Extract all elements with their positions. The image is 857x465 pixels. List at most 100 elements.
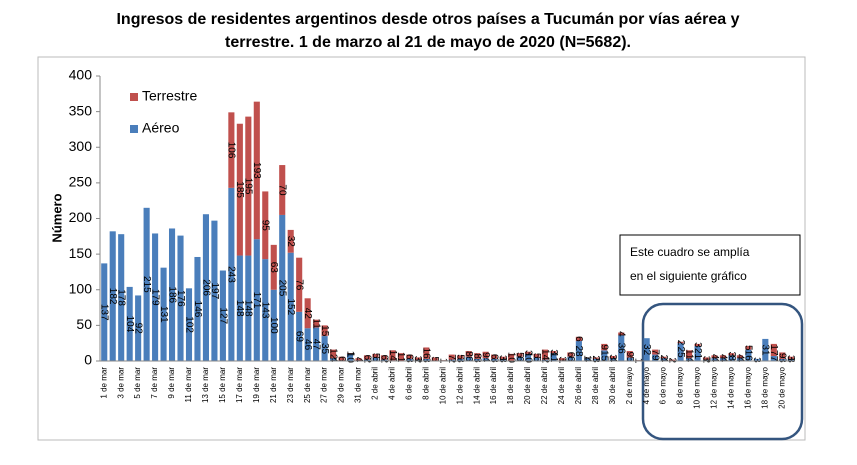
data-label: 4 bbox=[582, 357, 593, 363]
bar-segment bbox=[745, 346, 752, 350]
chart-title: Ingresos de residentes argentinos desde … bbox=[116, 11, 739, 28]
bar-segment bbox=[677, 341, 684, 344]
x-tick-label: 14 de abril bbox=[472, 367, 481, 405]
bar-segment bbox=[660, 358, 667, 361]
bar-segment bbox=[499, 358, 506, 361]
data-label: 171 bbox=[251, 292, 262, 309]
x-tick-label: 9 de mar bbox=[167, 367, 176, 399]
bar-segment bbox=[787, 358, 794, 361]
data-label: 3 bbox=[472, 357, 483, 363]
bar-segment bbox=[669, 359, 676, 361]
bar-segment bbox=[601, 343, 608, 351]
data-label: 4 bbox=[717, 354, 728, 360]
bar-segment bbox=[779, 358, 786, 361]
data-label: 5 bbox=[743, 345, 754, 351]
bar-segment bbox=[431, 357, 438, 361]
y-tick-label: 400 bbox=[69, 67, 93, 83]
data-label: 3 bbox=[497, 357, 508, 363]
bar-segment bbox=[160, 267, 167, 361]
data-label: 4 bbox=[717, 357, 728, 363]
data-label: 47 bbox=[310, 339, 321, 351]
bar-segment bbox=[177, 235, 184, 361]
data-label: 137 bbox=[99, 304, 110, 321]
data-label: 6 bbox=[361, 355, 372, 361]
x-tick-label: 20 de abril bbox=[523, 367, 532, 405]
x-tick-label: 13 de mar bbox=[201, 367, 210, 403]
bar-segment bbox=[346, 353, 354, 354]
bar-segment bbox=[126, 286, 133, 361]
bar-segment bbox=[550, 351, 557, 354]
data-label: 35 bbox=[319, 343, 330, 355]
data-label: 12 bbox=[327, 348, 338, 360]
data-label: 3 bbox=[785, 355, 796, 361]
data-label: 4 bbox=[709, 354, 720, 360]
bar-segment bbox=[279, 165, 286, 215]
legend-label: Terrestre bbox=[142, 88, 197, 104]
x-tick-label: 30 de abril bbox=[608, 367, 617, 405]
data-label: 6 bbox=[573, 336, 584, 342]
bar-segment bbox=[270, 289, 277, 361]
bar-segment bbox=[296, 257, 303, 312]
data-label: 32 bbox=[285, 236, 296, 248]
data-label: 4 bbox=[327, 357, 338, 363]
data-label: 5 bbox=[514, 352, 525, 358]
data-label: 206 bbox=[200, 279, 211, 296]
bar-segment bbox=[491, 354, 498, 359]
x-tick-label: 5 de mar bbox=[133, 367, 142, 399]
data-label: 3 bbox=[488, 357, 499, 363]
y-tick-label: 300 bbox=[69, 138, 93, 154]
bar-segment bbox=[346, 353, 354, 361]
bar-segment bbox=[253, 239, 260, 361]
x-tick-label: 17 de mar bbox=[235, 367, 244, 403]
data-label: 1 bbox=[582, 355, 593, 361]
bar-segment bbox=[287, 229, 294, 253]
data-label: 70 bbox=[277, 184, 288, 196]
data-label: 11 bbox=[395, 352, 406, 363]
x-tick-label: 23 de mar bbox=[286, 367, 295, 403]
bar-segment bbox=[686, 358, 693, 361]
data-label: 3 bbox=[692, 342, 703, 348]
data-label: 9 bbox=[624, 351, 635, 357]
bar-segment bbox=[338, 356, 345, 361]
data-label: 197 bbox=[209, 282, 220, 299]
x-tick-label: 28 de abril bbox=[591, 367, 600, 405]
x-tick-label: 22 de abril bbox=[540, 367, 549, 405]
bar-segment bbox=[406, 354, 413, 359]
bar-segment bbox=[686, 350, 693, 359]
bar-segment bbox=[592, 358, 599, 361]
data-label: 76 bbox=[294, 279, 305, 291]
bar-segment bbox=[465, 356, 472, 361]
bar-segment bbox=[474, 358, 481, 361]
bar-segment bbox=[482, 358, 489, 361]
bar-segment bbox=[584, 357, 591, 359]
bar-segment bbox=[236, 255, 243, 361]
data-label: 5 bbox=[531, 356, 542, 362]
y-tick-label: 50 bbox=[76, 316, 92, 332]
bar-segment bbox=[626, 351, 633, 358]
data-label: 148 bbox=[243, 300, 254, 317]
data-label: 3 bbox=[548, 349, 559, 355]
data-label: 9 bbox=[777, 353, 788, 359]
bar-segment bbox=[711, 355, 718, 359]
bar-segment bbox=[762, 338, 769, 361]
data-label: 6 bbox=[565, 356, 576, 362]
bar-segment bbox=[380, 359, 387, 361]
bar-segment bbox=[618, 335, 625, 361]
data-label: 215 bbox=[141, 276, 152, 293]
bar-segment bbox=[652, 354, 659, 361]
bar-segment bbox=[287, 252, 294, 361]
data-label: 8 bbox=[472, 353, 483, 359]
bar-segment bbox=[143, 207, 150, 361]
data-label: 4 bbox=[734, 357, 745, 363]
bar-segment bbox=[584, 358, 591, 361]
data-label: 4 bbox=[353, 357, 364, 363]
bar-segment bbox=[313, 319, 320, 328]
bar-segment bbox=[753, 358, 760, 361]
data-label: 5 bbox=[455, 354, 466, 360]
bar-segment bbox=[245, 116, 252, 256]
data-label: 1 bbox=[344, 351, 355, 357]
bar-segment bbox=[736, 355, 743, 359]
data-label: 3 bbox=[700, 356, 711, 362]
bar-segment bbox=[262, 259, 269, 361]
data-label: 104 bbox=[124, 316, 135, 333]
